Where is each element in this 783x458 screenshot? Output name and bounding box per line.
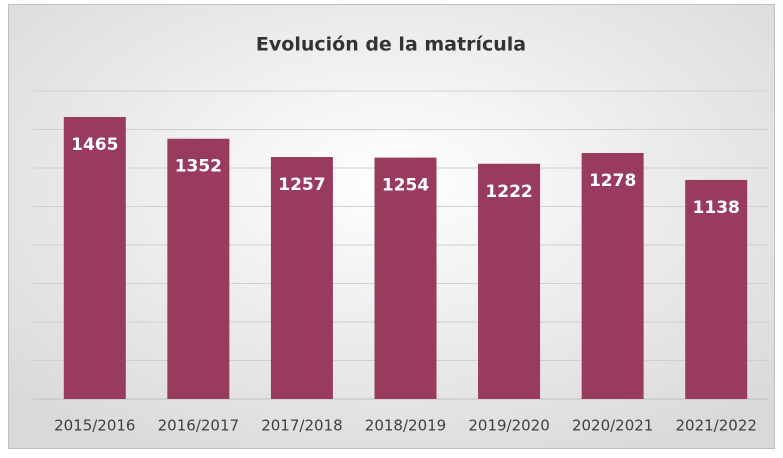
data-label: 1257 — [278, 175, 325, 195]
data-label: 1222 — [485, 182, 532, 202]
data-label: 1138 — [693, 198, 740, 218]
bar — [167, 138, 230, 400]
data-label: 1278 — [589, 171, 636, 191]
x-tick-label: 2019/2020 — [468, 417, 549, 435]
bar — [374, 157, 437, 399]
x-tick-label: 2017/2018 — [261, 417, 342, 435]
data-label: 1254 — [382, 176, 429, 196]
x-tick-label: 2020/2021 — [572, 417, 653, 435]
x-tick-label: 2021/2022 — [676, 417, 757, 435]
x-tick-label: 2018/2019 — [365, 417, 446, 435]
x-tick-label: 2016/2017 — [158, 417, 239, 435]
bar — [685, 179, 748, 399]
data-label: 1465 — [71, 135, 118, 155]
data-label: 1352 — [175, 157, 222, 177]
bar — [270, 157, 333, 399]
bar — [478, 163, 541, 399]
bar — [63, 116, 126, 400]
chart-title: Evolución de la matrícula — [256, 34, 526, 56]
x-tick-label: 2015/2016 — [54, 417, 135, 435]
bar — [581, 152, 644, 399]
